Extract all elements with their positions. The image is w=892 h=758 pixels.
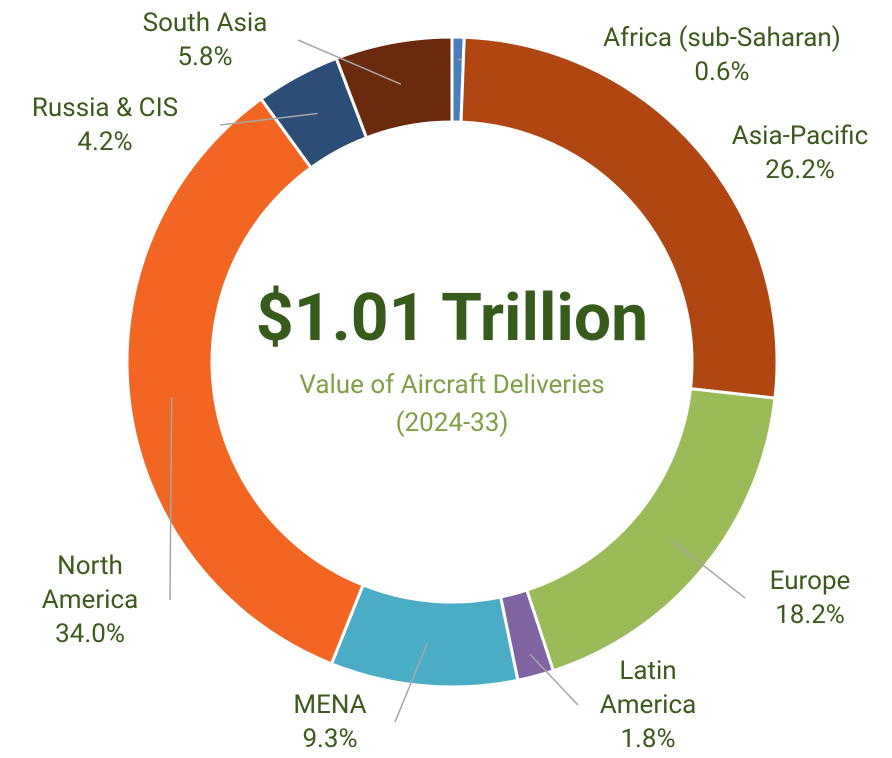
category-label: Russia & CIS (31, 93, 179, 123)
leader-line (394, 643, 428, 723)
category-label: North America (41, 551, 139, 615)
value-label: 34.0% (55, 619, 125, 649)
leader-line (529, 653, 579, 706)
center-subtitle: Value of Aircraft Deliveries (299, 370, 605, 400)
slice-label: North America 34.0% (20, 549, 160, 651)
donut-slice (459, 35, 779, 400)
leader-line (219, 112, 318, 126)
slice-label: Africa (sub-Saharan) 0.6% (603, 21, 841, 89)
value-label: 9.3% (302, 724, 358, 754)
value-label: 26.2% (765, 155, 835, 185)
donut-slice (524, 387, 777, 673)
donut-slice (334, 35, 454, 140)
category-label: Europe (769, 566, 851, 596)
category-label: Asia-Pacific (731, 121, 869, 151)
value-label: 1.8% (620, 724, 676, 754)
category-label: MENA (293, 690, 367, 720)
slice-label: Russia & CIS 4.2% (32, 91, 178, 159)
leader-line (670, 539, 746, 599)
slice-label: Asia-Pacific 26.2% (732, 119, 868, 187)
leader-line (169, 396, 173, 601)
slice-label: Latin America 1.8% (573, 654, 723, 756)
leader-line (297, 39, 402, 85)
center-title: $1.01 Trillion (255, 280, 649, 357)
slice-label: Europe 18.2% (770, 564, 851, 632)
slice-label: MENA 9.3% (293, 688, 366, 756)
category-label: Latin America (599, 656, 697, 720)
value-label: 5.8% (177, 42, 233, 72)
value-label: 18.2% (775, 600, 845, 630)
category-label: Africa (sub-Saharan) (603, 23, 841, 53)
donut-slice (125, 96, 365, 666)
slice-label: South Asia 5.8% (143, 6, 268, 74)
center-period: (2024-33) (395, 408, 509, 438)
value-label: 0.6% (694, 57, 750, 87)
category-label: South Asia (142, 8, 268, 38)
value-label: 4.2% (77, 127, 133, 157)
donut-slice (329, 582, 520, 689)
